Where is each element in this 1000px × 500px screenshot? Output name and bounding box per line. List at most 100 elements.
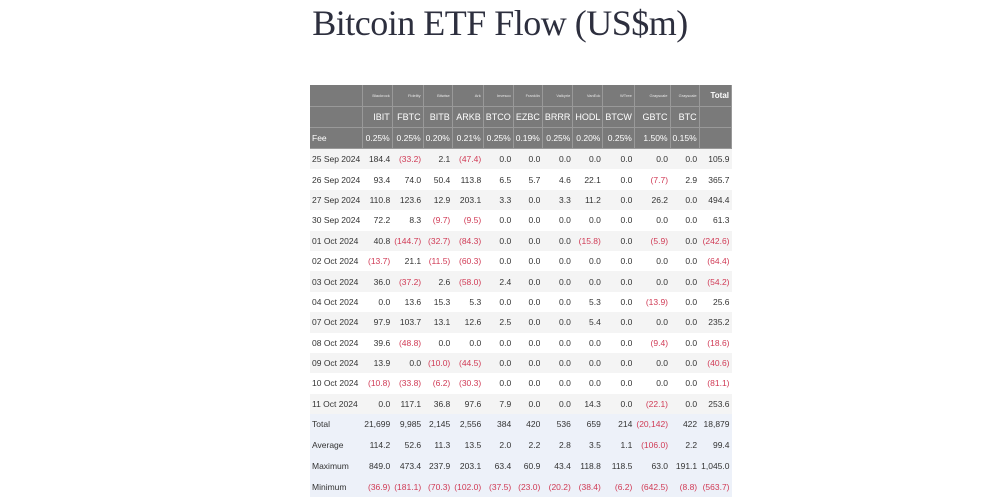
flow-cell: 12.9 [423,189,453,211]
header-corner [310,106,363,128]
flow-cell: (10.0) [423,352,453,374]
flow-cell: 13.1 [423,312,453,333]
summary-row: Minimum (36.9) (181.1) (70.3) (102.0) (37.5)(… [310,476,732,498]
row-date: 27 Sep 2024 [310,189,363,211]
row-date: 03 Oct 2024 [310,271,363,292]
flow-cell: 22.1 [572,169,603,190]
flow-cell: 0.0 [634,271,671,292]
flow-cell: 97.9 [362,312,393,333]
table-row: 10 Oct 2024 (10.8) (33.8) (6.2) (30.3) 0.0 0.0… [310,373,732,394]
row-date: 10 Oct 2024 [310,373,363,394]
flow-cell: 0.0 [634,373,671,394]
summary-cell: 420 [513,414,543,435]
flow-cell: 5.3 [572,291,603,313]
row-date: 30 Sep 2024 [310,210,363,231]
flow-cell: 0.0 [542,271,573,292]
flow-cell: 15.3 [423,291,453,313]
issuer-label: WTree [602,85,635,107]
flow-cell: 2.9 [670,169,700,190]
summary-cell: 214 [602,414,635,435]
row-total-cell: 235.2 [699,312,732,333]
issuer-label: Ark [452,85,484,107]
flow-cell: 0.0 [483,373,514,394]
row-total-cell: (40.6) [699,352,732,374]
flow-cell: 0.0 [602,169,635,190]
summary-cell: 52.6 [392,434,424,456]
flow-cell: (84.3) [452,230,484,251]
summary-cell: 18,879 [699,414,732,435]
flow-cell: 40.8 [362,230,393,251]
summary-row: Total 21,699 9,985 2,145 2,556 384 420 536 659 21… [310,414,732,435]
table-row: 27 Sep 2024 110.8 123.6 12.9 203.1 3.3 0.0 3.3 1… [310,189,732,211]
flow-cell: 0.0 [513,373,543,394]
flow-cell: 0.0 [602,312,635,333]
flow-cell: 0.0 [670,250,700,272]
summary-cell: 60.9 [513,455,543,477]
ticker-label: BTC [670,106,700,128]
flow-cell: 0.0 [362,291,393,313]
flow-cell: (30.3) [452,373,484,394]
flow-cell: (32.7) [423,230,453,251]
row-total-cell: 105.9 [699,148,732,170]
summary-cell: (23.0) [513,476,543,498]
table-row: 07 Oct 2024 97.9 103.7 13.1 12.6 2.5 0.0 0.0 5.4… [310,312,732,333]
flow-cell: 0.0 [670,373,700,394]
flow-cell: 0.0 [513,210,543,231]
flow-cell: 0.0 [362,393,393,415]
flow-cell: 0.0 [542,393,573,415]
summary-cell: 384 [483,414,514,435]
flow-cell: (9.7) [423,210,453,231]
flow-cell: (60.3) [452,250,484,272]
flow-cell: 0.0 [634,210,671,231]
flow-cell: 0.0 [634,312,671,333]
issuer-label: Franklin [513,85,543,107]
fee-label: Fee [310,127,363,149]
row-total-cell: (54.2) [699,271,732,292]
fee-row: Fee 0.25% 0.25% 0.20% 0.21% 0.25% 0.19% … [310,127,733,149]
flow-cell: 0.0 [602,210,635,231]
ticker-label: EZBC [513,106,543,128]
issuer-label: Invesco [483,85,514,107]
flow-cell: 0.0 [602,291,635,313]
summary-cell: 99.4 [699,434,732,456]
flow-cell: 0.0 [572,271,603,292]
flow-cell: 0.0 [670,393,700,415]
row-date: 09 Oct 2024 [310,352,363,374]
flow-cell: 4.6 [542,169,573,190]
flow-cell: 0.0 [670,312,700,333]
flow-cell: (15.8) [572,230,603,251]
flow-cell: 0.0 [483,210,514,231]
issuer-label: Blackrock [362,85,393,107]
flow-cell: 3.3 [542,189,573,211]
ticker-header-row: IBIT FBTC BITB ARKB BTCO EZBC BRRR HODL … [310,106,733,128]
summary-cell: 2,145 [423,414,453,435]
ticker-label: HODL [572,106,604,128]
flow-cell: 0.0 [513,250,543,272]
flow-cell: 0.0 [483,230,514,251]
row-date: 01 Oct 2024 [310,230,363,251]
flow-cell: 113.8 [452,169,484,190]
flow-cell: (9.5) [452,210,484,231]
row-total-cell: 494.4 [699,189,732,211]
flow-cell: 0.0 [670,352,700,374]
flow-cell: (13.7) [362,250,393,272]
flow-cell: 0.0 [670,189,700,211]
ticker-label: FBTC [392,106,424,128]
flow-cell: (48.8) [392,332,424,353]
ticker-label: BRRR [542,106,574,128]
summary-cell: 1,045.0 [699,455,732,477]
flow-cell: (44.5) [452,352,484,374]
flow-cell: 0.0 [572,373,603,394]
table-row: 08 Oct 2024 39.6 (48.8) 0.0 0.0 0.0 0.0 0.0 0.0 0… [310,332,732,353]
summary-cell: 1.1 [602,434,635,456]
header-corner [310,85,363,107]
flow-cell: 0.0 [542,230,573,251]
summary-cell: 2,556 [452,414,484,435]
summary-cell: (6.2) [602,476,635,498]
summary-cell: 191.1 [670,455,700,477]
flow-cell: 0.0 [483,352,514,374]
summary-label: Total [310,414,363,435]
flow-cell: 123.6 [392,189,424,211]
row-total-cell: (81.1) [699,373,732,394]
fee-value: 0.25% [362,127,393,149]
